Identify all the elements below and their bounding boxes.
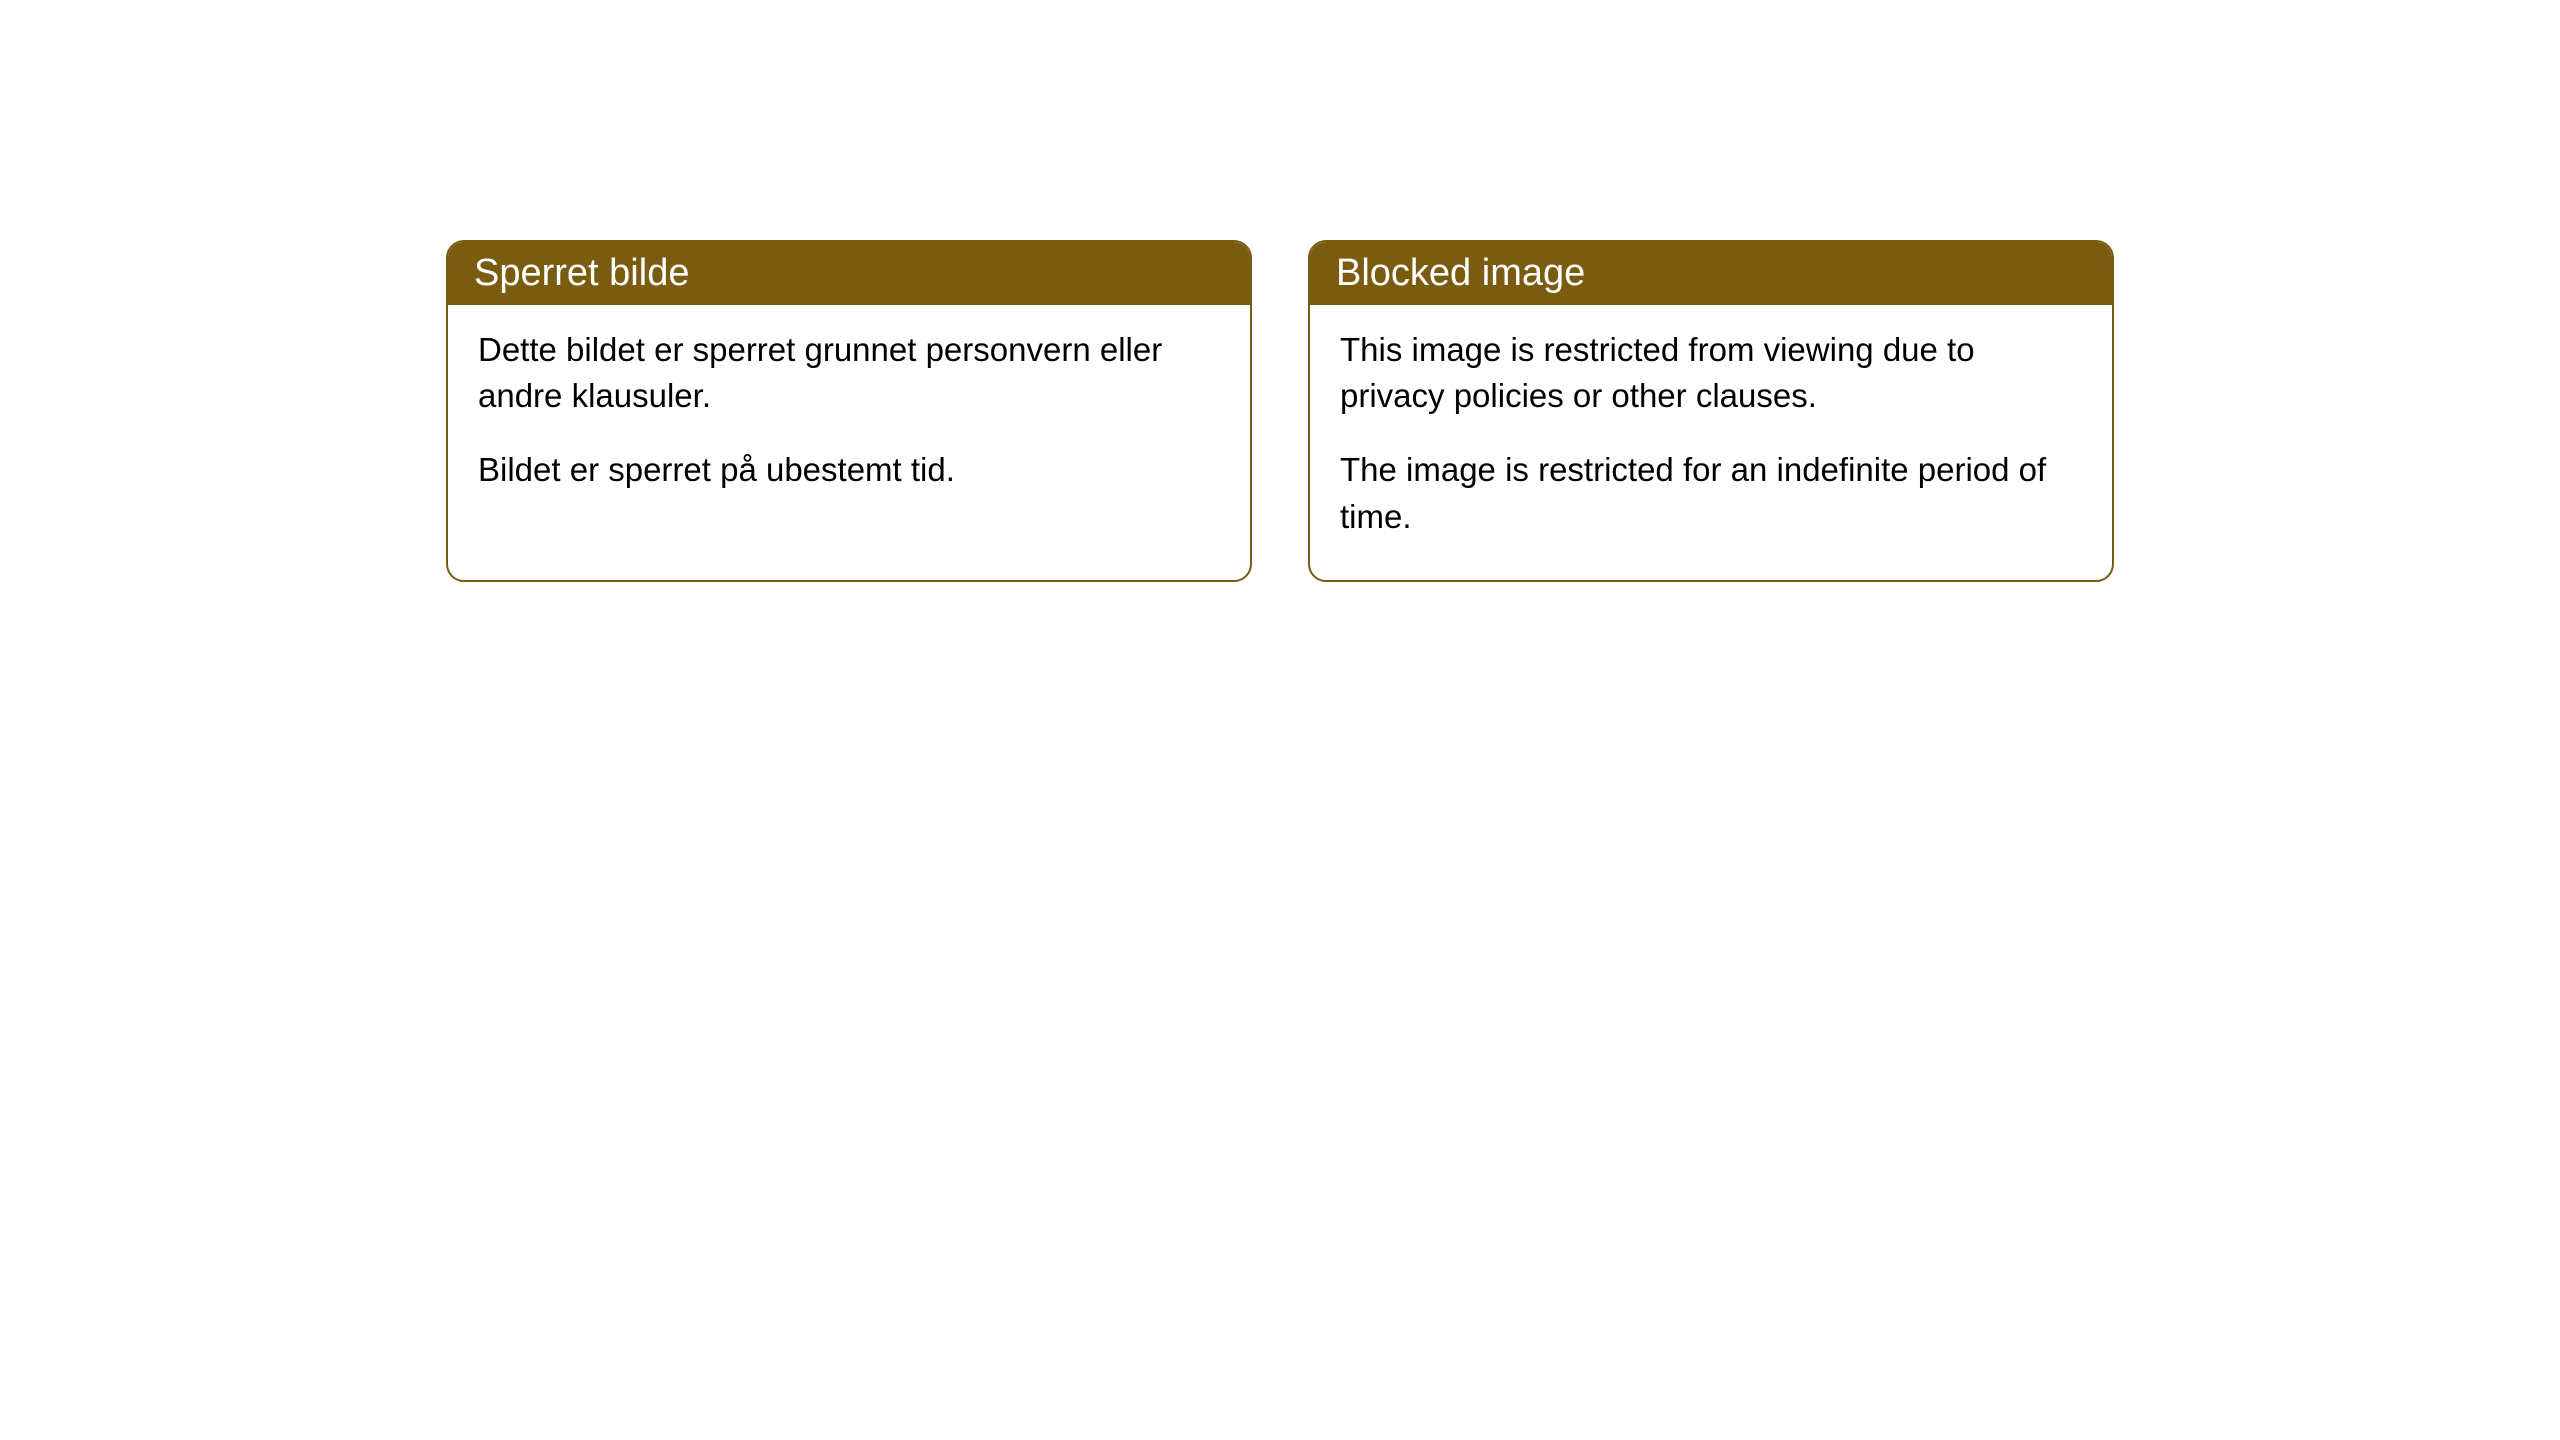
notice-text-2-norwegian: Bildet er sperret på ubestemt tid. <box>478 447 1220 493</box>
notice-header-english: Blocked image <box>1310 242 2112 305</box>
notice-card-english: Blocked image This image is restricted f… <box>1308 240 2114 582</box>
notice-text-2-english: The image is restricted for an indefinit… <box>1340 447 2082 539</box>
notice-header-norwegian: Sperret bilde <box>448 242 1250 305</box>
notice-card-norwegian: Sperret bilde Dette bildet er sperret gr… <box>446 240 1252 582</box>
notice-text-1-norwegian: Dette bildet er sperret grunnet personve… <box>478 327 1220 419</box>
notice-body-english: This image is restricted from viewing du… <box>1310 305 2112 580</box>
notice-container: Sperret bilde Dette bildet er sperret gr… <box>446 240 2114 582</box>
notice-text-1-english: This image is restricted from viewing du… <box>1340 327 2082 419</box>
notice-body-norwegian: Dette bildet er sperret grunnet personve… <box>448 305 1250 534</box>
